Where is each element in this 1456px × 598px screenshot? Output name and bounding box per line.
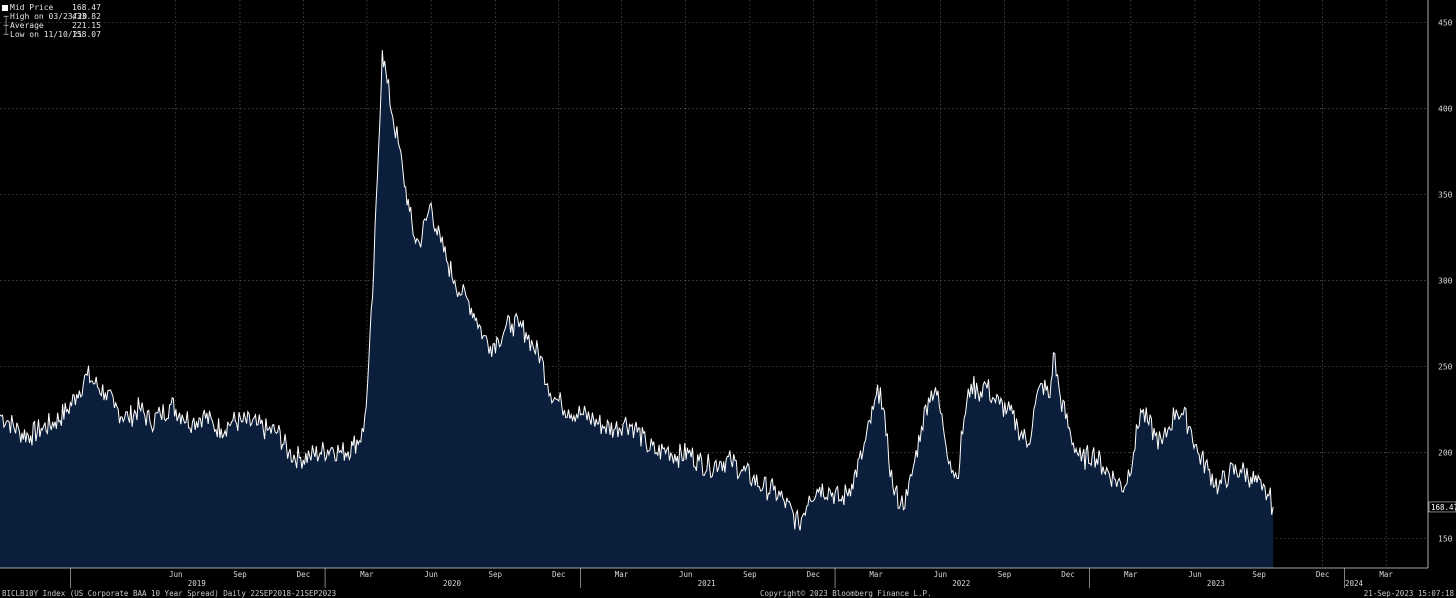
y-tick-label: 250 xyxy=(1438,363,1453,372)
x-month-label: Mar xyxy=(1124,570,1138,579)
legend-value-average: 221.15 xyxy=(72,21,101,30)
x-year-label: 2021 xyxy=(698,579,716,588)
x-month-label: Dec xyxy=(1061,570,1075,579)
x-month-label: Mar xyxy=(360,570,374,579)
x-month-label: Mar xyxy=(869,570,883,579)
x-year-label: 2022 xyxy=(952,579,970,588)
series-area xyxy=(0,50,1274,568)
x-month-label: Dec xyxy=(1316,570,1330,579)
high-marker-icon: ┬ xyxy=(3,12,9,21)
legend-label-low: Low on 11/10/21 xyxy=(10,30,83,39)
x-month-label: Jun xyxy=(424,570,438,579)
x-year-label: 2019 xyxy=(188,579,206,588)
legend-value-low: 158.07 xyxy=(72,30,101,39)
y-tick-label: 400 xyxy=(1438,104,1453,113)
x-month-label: Dec xyxy=(807,570,821,579)
legend-value-high: 433.82 xyxy=(72,12,101,21)
footer-ticker-description: BICLB10Y Index (US Corporate BAA 10 Year… xyxy=(2,589,337,598)
legend-label-average: Average xyxy=(10,21,44,30)
x-month-label: Jun xyxy=(934,570,948,579)
legend-row-low: ┴ Low on 11/10/21 158.07 xyxy=(2,30,101,39)
x-month-label: Sep xyxy=(489,570,503,579)
x-year-label: 2023 xyxy=(1207,579,1225,588)
x-month-label: Mar xyxy=(1379,570,1393,579)
series-line xyxy=(0,50,1274,531)
x-month-label: Jun xyxy=(169,570,183,579)
legend-row-high: ┬ High on 03/23/20 433.82 xyxy=(2,12,101,21)
legend-label-high: High on 03/23/20 xyxy=(10,12,88,21)
x-month-label: Jun xyxy=(1188,570,1202,579)
y-tick-label: 200 xyxy=(1438,449,1453,458)
last-value-label: 168.47 xyxy=(1431,503,1456,512)
y-tick-label: 300 xyxy=(1438,277,1453,286)
y-tick-label: 450 xyxy=(1438,18,1453,27)
x-year-label: 2020 xyxy=(443,579,462,588)
legend-value-mid-price: 168.47 xyxy=(72,3,101,12)
legend-row-average: ┼ Average 221.15 xyxy=(2,21,101,30)
y-tick-label: 150 xyxy=(1438,535,1453,544)
x-month-label: Sep xyxy=(998,570,1012,579)
footer-timestamp: 21-Sep-2023 15:07:18 xyxy=(1363,589,1454,598)
footer-copyright: Copyright© 2023 Bloomberg Finance L.P. xyxy=(760,589,932,598)
x-month-label: Dec xyxy=(297,570,311,579)
legend: Mid Price 168.47 ┬ High on 03/23/20 433.8… xyxy=(2,3,101,39)
legend-row-mid-price: Mid Price 168.47 xyxy=(2,3,101,12)
x-month-label: Sep xyxy=(233,570,247,579)
x-month-label: Sep xyxy=(743,570,757,579)
series-swatch-icon xyxy=(2,5,8,11)
low-marker-icon: ┴ xyxy=(3,30,9,39)
last-value-box xyxy=(1428,501,1456,513)
average-marker-icon: ┼ xyxy=(3,21,9,30)
x-month-label: Dec xyxy=(552,570,566,579)
x-year-label: 2024 xyxy=(1345,579,1364,588)
y-tick-label: 350 xyxy=(1438,190,1453,199)
legend-label-mid-price: Mid Price xyxy=(10,3,54,12)
x-month-label: Mar xyxy=(615,570,629,579)
x-month-label: Jun xyxy=(679,570,693,579)
x-month-label: Sep xyxy=(1252,570,1266,579)
